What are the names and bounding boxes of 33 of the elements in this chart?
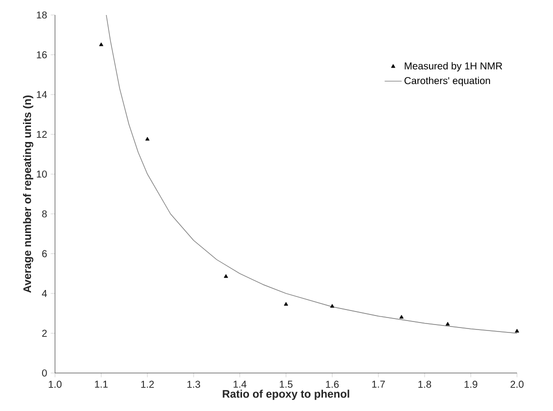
x-axis-title: Ratio of epoxy to phenol xyxy=(222,390,350,400)
point xyxy=(399,314,404,319)
y-tick-label: 18 xyxy=(36,11,47,19)
y-tick-label: 16 xyxy=(36,51,47,58)
y-tick-label: 14 xyxy=(36,91,47,98)
point xyxy=(224,274,228,278)
x-tick-label: 1.8 xyxy=(418,380,432,388)
point xyxy=(99,42,104,46)
point xyxy=(330,304,334,308)
y-tick-label: 2 xyxy=(42,330,47,337)
x-tick-label: 1.5 xyxy=(280,380,293,388)
point xyxy=(145,136,150,141)
y-axis-title: Average number of repeating units (n) xyxy=(23,95,34,293)
y-tick-label: 8 xyxy=(42,210,47,218)
legend-label: Carothers' equation xyxy=(404,76,490,86)
x-tick-label: 2.0 xyxy=(510,380,524,388)
legend-label: Measured by 1H NMR xyxy=(404,62,502,72)
y-tick-label: 0 xyxy=(42,369,47,377)
point xyxy=(446,322,450,326)
point xyxy=(284,302,288,306)
y-tick-label: 12 xyxy=(36,130,47,138)
y-tick-label: 4 xyxy=(42,290,47,297)
x-tick-label: 1.4 xyxy=(234,380,246,388)
x-tick-label: 1.7 xyxy=(372,380,385,388)
y-tick-label: 6 xyxy=(42,250,47,258)
x-tick-label: 1.1 xyxy=(95,380,108,388)
x-tick-label: 1.0 xyxy=(48,380,62,388)
x-tick-label: 1.3 xyxy=(187,380,200,388)
point xyxy=(514,328,520,333)
x-tick-label: 1.2 xyxy=(141,380,154,388)
y-tick-label: 10 xyxy=(36,170,47,178)
x-tick-label: 1.9 xyxy=(464,380,478,388)
x-tick-label: 1.6 xyxy=(326,380,339,388)
